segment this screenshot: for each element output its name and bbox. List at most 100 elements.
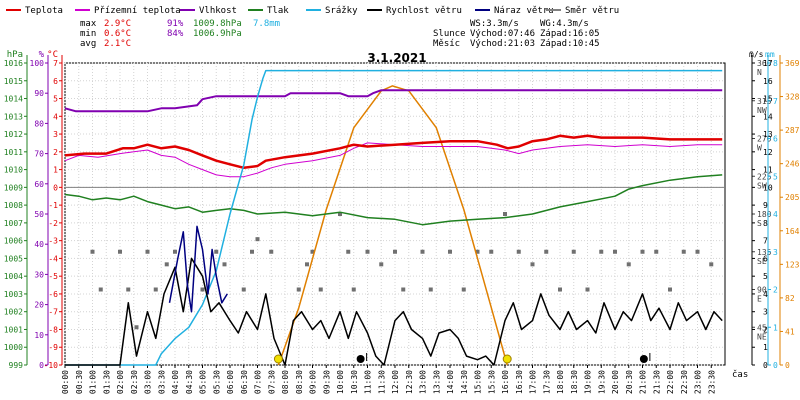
direction-point: [379, 262, 384, 267]
direction-point: [164, 262, 169, 267]
tick-label: 205: [785, 193, 800, 202]
tick-label: -1: [48, 201, 58, 210]
legend-label: Vlhkost: [199, 6, 237, 16]
direction-point: [709, 262, 714, 267]
x-tick-label: 23:30: [707, 370, 716, 394]
moonset-marker: [356, 355, 365, 363]
x-tick-label: 00:00: [61, 370, 70, 394]
stats-temp: 2.1°C: [104, 39, 131, 49]
tick-label: 287: [785, 126, 800, 135]
tick-label: 90: [757, 286, 767, 295]
stats-humidity: 91%: [167, 19, 184, 29]
direction-point: [346, 249, 351, 254]
x-tick-label: 12:00: [391, 370, 400, 394]
tick-label: 225: [757, 172, 772, 181]
tick-label: 1013: [4, 112, 23, 121]
stats-temp: 0.6°C: [104, 29, 131, 39]
x-tick-label: 04:30: [185, 370, 194, 394]
solar-axis: 0 41 82 123 164 205 246 287 328 369: [779, 55, 800, 370]
direction-point: [365, 249, 370, 254]
tick-label: 6: [763, 254, 768, 263]
tick-label: -6: [48, 290, 58, 299]
direction-point: [250, 249, 254, 254]
x-axis-label: čas: [732, 369, 748, 380]
compass-label: S: [757, 219, 762, 228]
wind-gust-line: [168, 225, 228, 313]
x-tick-label: 06:30: [240, 370, 249, 394]
legend-label: Směr větru: [565, 6, 619, 16]
x-tick-label: 10:30: [350, 370, 359, 394]
stats-row: max 2.9°C 91% 1009.8hPa 7.8mm: [80, 19, 280, 29]
temperature-line: [64, 134, 723, 170]
tick-label: 2: [773, 286, 778, 295]
moonrise-text: Východ:21:03: [470, 39, 535, 49]
legend-item: Teplota: [6, 6, 63, 16]
tick-label: -10: [44, 361, 59, 370]
x-tick-label: 08:00: [281, 370, 290, 394]
x-tick-label: 16:30: [515, 370, 524, 394]
tick-label: 360: [757, 59, 772, 68]
direction-point: [599, 249, 604, 254]
x-tick-label: 04:00: [171, 370, 180, 394]
legend-label: Rychlost větru: [386, 6, 462, 16]
tick-label: 10: [34, 331, 44, 340]
direction-point: [516, 249, 521, 254]
x-tick-label: 21:30: [652, 370, 661, 394]
direction-point: [134, 325, 139, 330]
moon-label: Měsíc: [433, 39, 460, 49]
wind-speed-info: WS:3.3m/s: [470, 19, 519, 29]
humidity-line: [64, 89, 723, 113]
x-tick-label: 01:30: [102, 370, 111, 394]
x-tick-label: 06:00: [226, 370, 235, 394]
direction-point: [153, 287, 158, 292]
direction-point: [668, 287, 672, 292]
compass-label: SW: [757, 181, 767, 190]
tick-label: 315: [757, 97, 772, 106]
tick-label: 2: [53, 148, 58, 157]
direction-axis-unit: °: [749, 50, 754, 59]
wind-gust-info: WG:4.3m/s: [540, 19, 589, 29]
direction-point: [145, 249, 150, 254]
compass-label: SE: [757, 257, 767, 266]
tick-label: 40: [34, 240, 44, 249]
x-tick-label: 22:30: [680, 370, 689, 394]
moonrise-marker: [639, 355, 648, 363]
tick-label: 82: [785, 294, 795, 303]
tick-label: 1006: [4, 237, 23, 246]
tick-label: 1: [763, 343, 768, 352]
series-lines: [64, 69, 723, 366]
tick-label: 0: [773, 361, 778, 370]
grid: [64, 62, 726, 366]
tick-label: 1007: [4, 219, 23, 228]
direction-point: [401, 287, 406, 292]
direction-point: [461, 287, 466, 292]
x-tick-label: 05:00: [199, 370, 208, 394]
tick-label: 90: [34, 89, 44, 98]
direction-point: [255, 237, 260, 242]
x-tick-label: 20:30: [625, 370, 634, 394]
humidity-axis-unit: %: [39, 50, 45, 60]
tick-label: 1004: [4, 272, 23, 281]
tick-label: 4: [763, 290, 768, 299]
x-tick-label: 18:00: [556, 370, 565, 394]
x-tick-label: 03:00: [144, 370, 153, 394]
tick-label: 4: [773, 210, 778, 219]
x-tick-label: 10:00: [336, 370, 345, 394]
direction-point: [475, 249, 480, 254]
rain-axis-unit: mm: [765, 50, 775, 59]
direction-point: [681, 249, 686, 254]
direction-point: [351, 287, 356, 292]
tick-label: 4: [53, 112, 58, 121]
sunset-marker: [502, 354, 512, 364]
sunset-text: Západ:16:05: [540, 29, 600, 39]
tick-label: 20: [34, 301, 44, 310]
direction-point: [613, 249, 617, 254]
tick-label: 999: [9, 361, 24, 370]
legend-item: Tlak: [248, 6, 289, 16]
x-tick-label: 05:30: [212, 370, 221, 394]
direction-point: [489, 249, 494, 254]
legend-label: Srážky: [325, 6, 358, 16]
stats-label: max: [80, 19, 97, 29]
